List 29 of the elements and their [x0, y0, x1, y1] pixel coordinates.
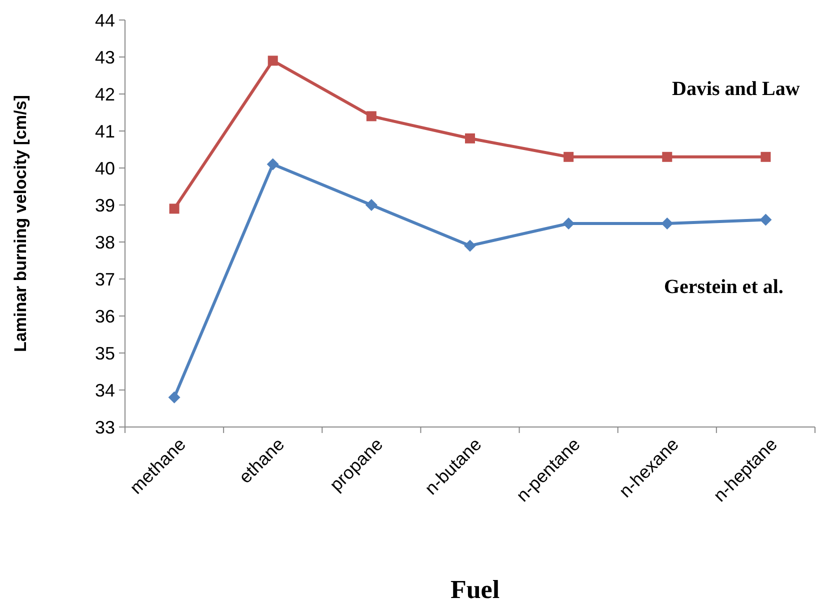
y-tick-label: 44 — [94, 10, 115, 30]
point — [169, 204, 180, 214]
point — [662, 152, 672, 162]
y-tick-label: 36 — [94, 306, 115, 326]
y-tick-label: 35 — [94, 343, 115, 364]
y-tick-label: 43 — [94, 47, 115, 68]
point — [366, 111, 376, 122]
y-tick-label: 40 — [94, 158, 115, 178]
y-tick-label: 39 — [94, 195, 115, 216]
y-tick-label: 42 — [94, 84, 115, 104]
point — [365, 199, 378, 211]
point — [760, 214, 772, 226]
point — [564, 152, 574, 162]
y-axis-title: Laminar burning velocity [cm/s] — [11, 95, 30, 352]
x-axis-title: Fuel — [450, 575, 500, 604]
text: Davis and Law — [672, 78, 800, 100]
y-tick-label: 37 — [94, 269, 115, 290]
point — [661, 218, 674, 230]
y-tick-label: 33 — [94, 417, 115, 438]
point — [760, 152, 771, 162]
y-tick-label: 34 — [94, 380, 115, 400]
point — [268, 56, 278, 66]
text: Gerstein et al. — [664, 276, 784, 298]
y-tick-label: 41 — [94, 121, 115, 142]
point — [465, 133, 475, 144]
point — [266, 158, 279, 170]
point — [464, 240, 476, 252]
point — [168, 391, 180, 404]
y-tick-label: 38 — [94, 232, 115, 252]
